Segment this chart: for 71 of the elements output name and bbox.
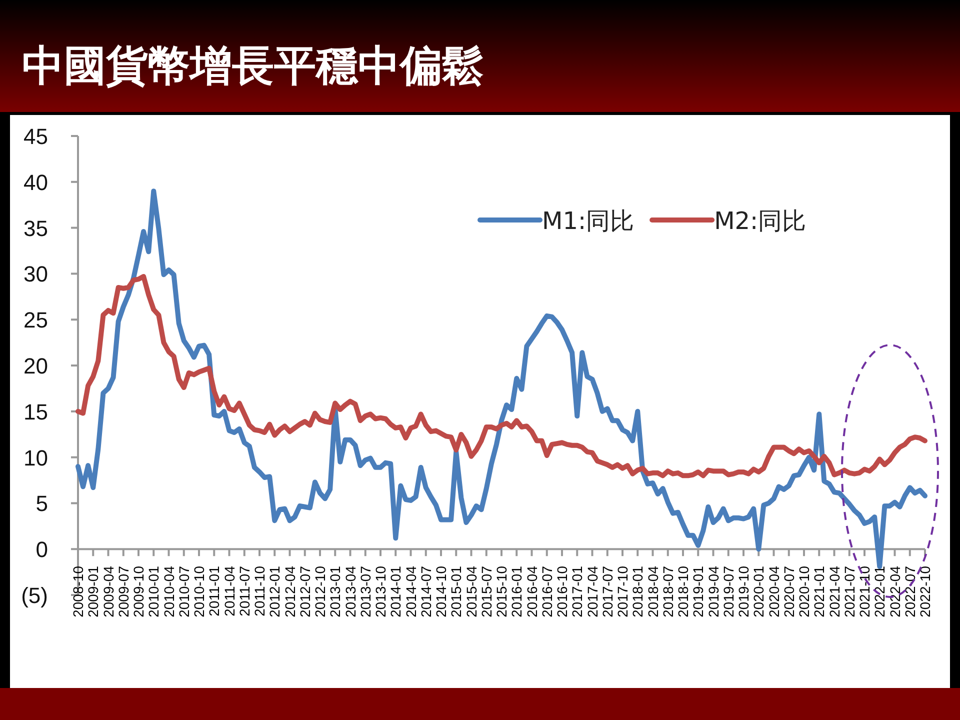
x-tick-label: 2017-07 xyxy=(599,566,616,618)
x-tick-label: 2013-10 xyxy=(372,566,388,618)
x-tick-label: 2020-07 xyxy=(780,566,797,618)
x-tick-label: 2022-01 xyxy=(872,566,888,618)
x-tick-label: 2015-01 xyxy=(448,566,464,618)
x-tick-label: 2012-10 xyxy=(312,566,328,618)
y-tick-label: 25 xyxy=(24,308,48,333)
x-tick-label: 2011-01 xyxy=(206,566,222,616)
x-tick-label: 2021-01 xyxy=(811,566,828,618)
x-tick-label: 2013-01 xyxy=(327,566,344,618)
x-tick-label: 2017-04 xyxy=(584,566,600,618)
x-tick-label: 2017-10 xyxy=(614,566,630,618)
x-tick-label: 2019-07 xyxy=(720,566,736,618)
x-tick-label: 2013-07 xyxy=(357,566,374,618)
x-tick-label: 2022-10 xyxy=(917,566,933,618)
y-tick-label: 5 xyxy=(36,491,48,516)
x-tick-label: 2013-04 xyxy=(342,566,358,618)
x-tick-label: 2020-01 xyxy=(750,566,767,618)
x-tick-label: 2018-07 xyxy=(660,566,676,618)
x-tick-label: 2022-07 xyxy=(902,566,918,618)
y-tick-label: 20 xyxy=(24,354,48,378)
legend-label: M1:同比 xyxy=(542,207,634,235)
x-tick-label: 2010-07 xyxy=(176,566,192,618)
y-tick-label: (5) xyxy=(21,583,48,608)
x-tick-label: 2012-04 xyxy=(282,566,298,618)
x-tick-label: 2008-10 xyxy=(70,566,86,618)
x-tick-label: 2018-01 xyxy=(630,566,646,618)
x-tick-label: 2014-04 xyxy=(402,566,419,618)
x-tick-label: 2009-07 xyxy=(115,566,132,618)
x-tick-label: 2015-04 xyxy=(463,566,480,618)
x-tick-label: 2019-04 xyxy=(705,566,722,618)
x-tick-label: 2009-10 xyxy=(130,566,146,618)
x-tick-label: 2018-04 xyxy=(644,566,661,618)
x-tick-label: 2021-10 xyxy=(856,566,872,618)
x-tick-label: 2020-10 xyxy=(796,566,812,618)
x-tick-label: 2015-10 xyxy=(494,566,510,618)
x-tick-label: 2010-10 xyxy=(191,566,207,618)
x-tick-label: 2011-10 xyxy=(252,566,268,616)
x-tick-label: 2016-07 xyxy=(538,566,555,618)
x-tick-label: 2012-01 xyxy=(266,566,283,618)
x-tick-label: 2014-10 xyxy=(433,566,449,618)
x-tick-label: 2014-07 xyxy=(418,566,434,618)
x-tick-label: 2021-04 xyxy=(826,566,842,618)
x-tick-label: 2011-04 xyxy=(221,566,238,616)
chart-title: 中國貨幣增長平穩中偏鬆 xyxy=(22,41,484,90)
y-tick-label: 35 xyxy=(24,216,48,241)
x-tick-label: 2021-07 xyxy=(841,566,858,618)
x-tick-label: 2016-10 xyxy=(554,566,570,618)
x-tick-label: 2010-04 xyxy=(160,566,177,618)
x-tick-label: 2010-01 xyxy=(146,566,162,618)
x-tick-label: 2016-04 xyxy=(524,566,540,618)
y-tick-label: 45 xyxy=(24,124,48,149)
x-tick-label: 2015-07 xyxy=(478,566,494,618)
y-tick-label: 10 xyxy=(24,445,48,470)
y-tick-label: 30 xyxy=(24,262,48,287)
x-tick-label: 2009-04 xyxy=(100,566,116,618)
x-tick-label: 2019-10 xyxy=(736,566,752,618)
x-tick-label: 2014-01 xyxy=(388,566,404,618)
legend-label: M2:同比 xyxy=(714,207,806,235)
x-tick-label: 2020-04 xyxy=(766,566,782,618)
x-tick-label: 2012-07 xyxy=(296,566,313,618)
y-tick-label: 40 xyxy=(24,170,48,195)
y-tick-label: 0 xyxy=(36,537,48,562)
x-tick-label: 2009-01 xyxy=(85,566,102,618)
x-tick-label: 2016-01 xyxy=(508,566,525,618)
y-tick-label: 15 xyxy=(24,399,48,424)
x-tick-label: 2011-07 xyxy=(236,566,252,616)
x-tick-label: 2022-04 xyxy=(886,566,903,618)
x-tick-label: 2018-10 xyxy=(675,566,691,618)
x-tick-label: 2019-01 xyxy=(690,566,706,618)
x-tick-label: 2017-01 xyxy=(569,566,586,618)
